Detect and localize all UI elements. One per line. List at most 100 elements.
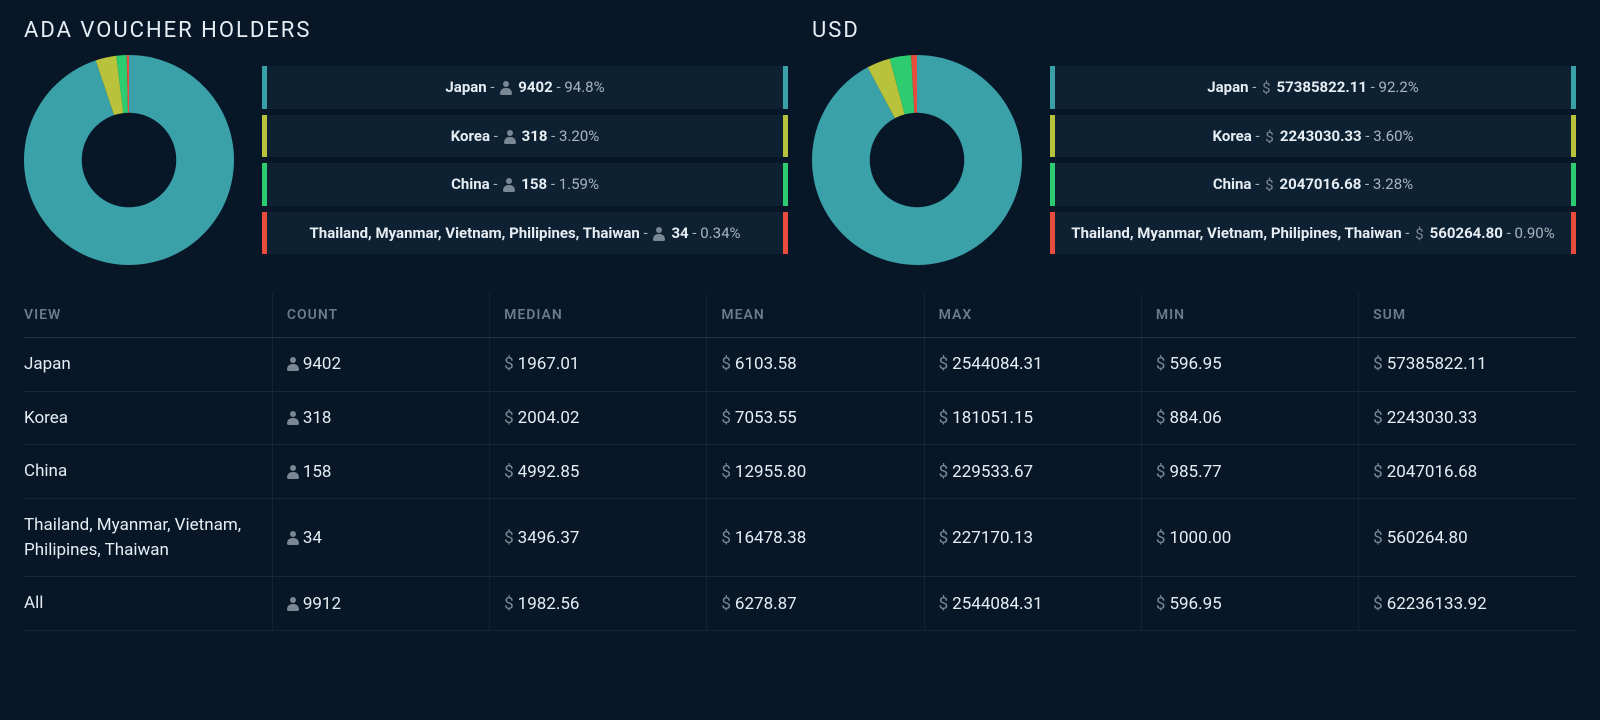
table-header: MEAN [707,293,924,338]
table-row: Thailand, Myanmar, Vietnam, Philipines, … [24,498,1576,576]
legend-pct: 92.2% [1379,78,1419,96]
cell-mean: $6278.87 [707,577,924,631]
legend-pct: 3.60% [1373,127,1413,145]
cell-median: $1982.56 [490,577,707,631]
dollar-icon: $ [1156,408,1166,428]
cell-min: $884.06 [1141,391,1358,445]
legend-value: 34 [671,224,688,242]
table-row: China158$4992.85$12955.80$229533.67$985.… [24,445,1576,499]
cell-min: $596.95 [1141,338,1358,392]
cell-sum: $560264.80 [1359,498,1576,576]
table-row: Japan9402$1967.01$6103.58$2544084.31$596… [24,338,1576,392]
cell-max: $2544084.31 [924,577,1141,631]
legend-pct: 3.28% [1373,175,1413,193]
cell-median: $2004.02 [490,391,707,445]
dollar-icon: $ [1373,528,1383,548]
panel-title: USD [812,18,1576,43]
donut-chart [812,55,1022,265]
legend-label: Japan [445,78,486,96]
panel-title: ADA VOUCHER HOLDERS [24,18,788,43]
legend-item: China - 158 - 1.59% [262,163,788,206]
dollar-icon: $ [1156,462,1166,482]
legend-item: Korea - 318 - 3.20% [262,115,788,158]
cell-count: 158 [272,445,489,499]
legend-label: Korea [451,127,490,145]
legend-label: Thailand, Myanmar, Vietnam, Philipines, … [310,224,640,242]
dollar-icon: $ [721,408,731,428]
cell-min: $596.95 [1141,577,1358,631]
cell-view: All [24,577,272,631]
stats-table: VIEWCOUNTMEDIANMEANMAXMINSUM Japan9402$1… [24,293,1576,631]
table-row: Korea318$2004.02$7053.55$181051.15$884.0… [24,391,1576,445]
legend-value: 560264.80 [1430,224,1503,242]
legend-value: 2243030.33 [1280,127,1362,145]
legend-item: Korea - $2243030.33 - 3.60% [1050,115,1576,158]
dollar-icon: $ [1373,354,1383,374]
dollar-icon: $ [721,462,731,482]
legend-label: China [1213,175,1252,193]
legend-pct: 1.59% [559,175,599,193]
legend-item: Japan - $57385822.11 - 92.2% [1050,66,1576,109]
legend-label: Korea [1213,127,1252,145]
dollar-icon: $ [504,594,514,614]
table-header: SUM [1359,293,1576,338]
cell-max: $229533.67 [924,445,1141,499]
dollar-icon: $ [721,354,731,374]
person-icon [287,411,299,425]
person-icon [503,178,515,192]
dollar-icon: $ [721,594,731,614]
legend-item: China - $2047016.68 - 3.28% [1050,163,1576,206]
table-row: All9912$1982.56$6278.87$2544084.31$596.9… [24,577,1576,631]
panel-holders: ADA VOUCHER HOLDERS Japan - 9402 - 94.8% K… [24,18,788,265]
dollar-icon: $ [504,354,514,374]
dollar-icon: $ [504,528,514,548]
donut-chart [24,55,234,265]
person-icon [653,227,665,241]
dollar-icon: $ [939,462,949,482]
legend-pct: 0.90% [1514,224,1554,242]
cell-median: $3496.37 [490,498,707,576]
legend-item: Thailand, Myanmar, Vietnam, Philipines, … [1050,212,1576,255]
cell-min: $1000.00 [1141,498,1358,576]
legend-item: Japan - 9402 - 94.8% [262,66,788,109]
cell-max: $227170.13 [924,498,1141,576]
dollar-icon: $ [1415,225,1423,243]
dollar-icon: $ [939,594,949,614]
legend-value: 2047016.68 [1280,175,1362,193]
legend-label: Thailand, Myanmar, Vietnam, Philipines, … [1071,224,1401,242]
cell-mean: $6103.58 [707,338,924,392]
cell-sum: $62236133.92 [1359,577,1576,631]
dollar-icon: $ [939,354,949,374]
cell-sum: $57385822.11 [1359,338,1576,392]
person-icon [287,597,299,611]
cell-median: $1967.01 [490,338,707,392]
legend-value: 57385822.11 [1277,78,1367,96]
person-icon [504,130,516,144]
dollar-icon: $ [721,528,731,548]
dollar-icon: $ [1156,528,1166,548]
dollar-icon: $ [504,408,514,428]
cell-view: Japan [24,338,272,392]
table-header: MIN [1141,293,1358,338]
cell-view: China [24,445,272,499]
dollar-icon: $ [1373,594,1383,614]
cell-max: $2544084.31 [924,338,1141,392]
cell-sum: $2047016.68 [1359,445,1576,499]
person-icon [500,81,512,95]
person-icon [287,465,299,479]
legend-value: 158 [521,175,547,193]
dollar-icon: $ [1373,462,1383,482]
legend-label: China [451,175,490,193]
table-header: MEDIAN [490,293,707,338]
legend-pct: 3.20% [559,127,599,145]
cell-view: Korea [24,391,272,445]
legend: Japan - 9402 - 94.8% Korea - 318 - 3.20% C… [262,66,788,254]
cell-mean: $16478.38 [707,498,924,576]
legend-pct: 94.8% [564,78,604,96]
table-header: VIEW [24,293,272,338]
dollar-icon: $ [1262,79,1270,97]
legend-item: Thailand, Myanmar, Vietnam, Philipines, … [262,212,788,255]
person-icon [287,357,299,371]
table-header: MAX [924,293,1141,338]
cell-max: $181051.15 [924,391,1141,445]
